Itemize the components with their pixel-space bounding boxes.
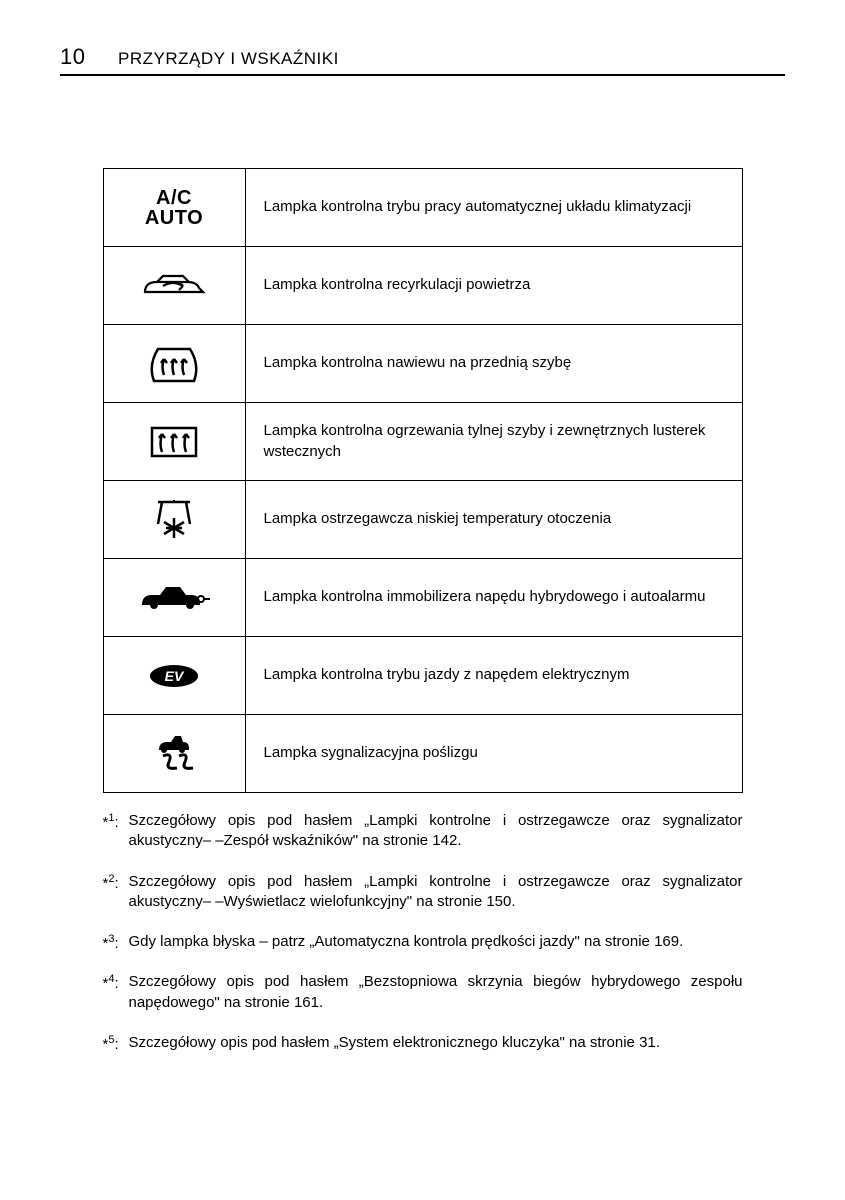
icon-cell: A/C AUTO (103, 169, 245, 247)
footnotes: *1: Szczegółowy opis pod hasłem „Lampki … (103, 811, 743, 1053)
ac-auto-line1: A/C (145, 188, 203, 208)
manual-page: 10 PRZYRZĄDY I WSKAŹNIKI A/C AUTO Lampka… (0, 0, 845, 1200)
section-title: PRZYRZĄDY I WSKAŹNIKI (118, 49, 339, 69)
svg-text:EV: EV (165, 668, 185, 684)
table-row: Lampka kontrolna recyrkulacji powietrza (103, 247, 742, 325)
description-cell: Lampka kontrolna ogrzewania tylnej szyby… (245, 403, 742, 481)
icon-cell (103, 559, 245, 637)
ev-mode-icon: EV (110, 643, 239, 708)
table-row: Lampka kontrolna immobilizera napędu hyb… (103, 559, 742, 637)
footnote-text: Szczegółowy opis pod hasłem „Lampki kont… (129, 812, 743, 849)
table-row: Lampka kontrolna ogrzewania tylnej szyby… (103, 403, 742, 481)
table-row: Lampka sygnalizacyjna poślizgu (103, 715, 742, 793)
footnote-mark: *5: (103, 1033, 119, 1055)
footnote: *3: Gdy lampka błyska – patrz „Automatyc… (103, 932, 743, 952)
immobilizer-icon (110, 565, 239, 630)
footnote: *5: Szczegółowy opis pod hasłem „System … (103, 1033, 743, 1053)
description-cell: Lampka kontrolna nawiewu na przednią szy… (245, 325, 742, 403)
icon-cell: EV (103, 637, 245, 715)
description-cell: Lampka kontrolna trybu jazdy z napędem e… (245, 637, 742, 715)
footnote-mark: *2: (103, 872, 119, 894)
table-row: EV Lampka kontrolna trybu jazdy z napęde… (103, 637, 742, 715)
recirculation-icon (110, 253, 239, 318)
ac-auto-line2: AUTO (145, 208, 203, 228)
icon-cell (103, 247, 245, 325)
footnote-text: Szczegółowy opis pod hasłem „Bezstopniow… (129, 973, 743, 1010)
indicator-table: A/C AUTO Lampka kontrolna trybu pracy au… (103, 168, 743, 793)
description-cell: Lampka kontrolna trybu pracy automatyczn… (245, 169, 742, 247)
footnote-mark: *4: (103, 972, 119, 994)
description-cell: Lampka kontrolna recyrkulacji powietrza (245, 247, 742, 325)
footnote: *2: Szczegółowy opis pod hasłem „Lampki … (103, 872, 743, 913)
rear-defrost-icon (110, 409, 239, 474)
footnote-text: Szczegółowy opis pod hasłem „Lampki kont… (129, 873, 743, 910)
icon-cell (103, 715, 245, 793)
page-number: 10 (60, 44, 118, 70)
description-cell: Lampka sygnalizacyjna poślizgu (245, 715, 742, 793)
icon-cell (103, 325, 245, 403)
table-row: Lampka kontrolna nawiewu na przednią szy… (103, 325, 742, 403)
slip-icon (110, 721, 239, 786)
front-defrost-icon (110, 331, 239, 396)
footnote-text: Gdy lampka błyska – patrz „Automatyczna … (129, 933, 684, 950)
description-cell: Lampka ostrzegawcza niskiej temperatury … (245, 481, 742, 559)
footnote-text: Szczegółowy opis pod hasłem „System elek… (129, 1034, 660, 1051)
icon-cell (103, 403, 245, 481)
footnote: *4: Szczegółowy opis pod hasłem „Bezstop… (103, 972, 743, 1013)
footnote-mark: *3: (103, 932, 119, 954)
page-header: 10 PRZYRZĄDY I WSKAŹNIKI (60, 44, 785, 76)
footnote-mark: *1: (103, 811, 119, 833)
table-row: Lampka ostrzegawcza niskiej temperatury … (103, 481, 742, 559)
low-temp-icon (110, 487, 239, 552)
table-row: A/C AUTO Lampka kontrolna trybu pracy au… (103, 169, 742, 247)
description-cell: Lampka kontrolna immobilizera napędu hyb… (245, 559, 742, 637)
ac-auto-icon: A/C AUTO (110, 175, 239, 240)
icon-cell (103, 481, 245, 559)
footnote: *1: Szczegółowy opis pod hasłem „Lampki … (103, 811, 743, 852)
